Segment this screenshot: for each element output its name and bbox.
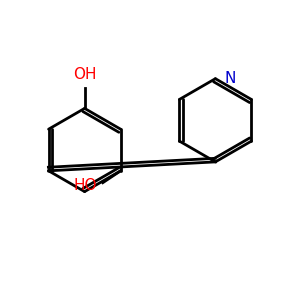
Text: HO: HO xyxy=(74,178,97,193)
Text: N: N xyxy=(224,71,236,86)
Text: OH: OH xyxy=(73,67,96,82)
